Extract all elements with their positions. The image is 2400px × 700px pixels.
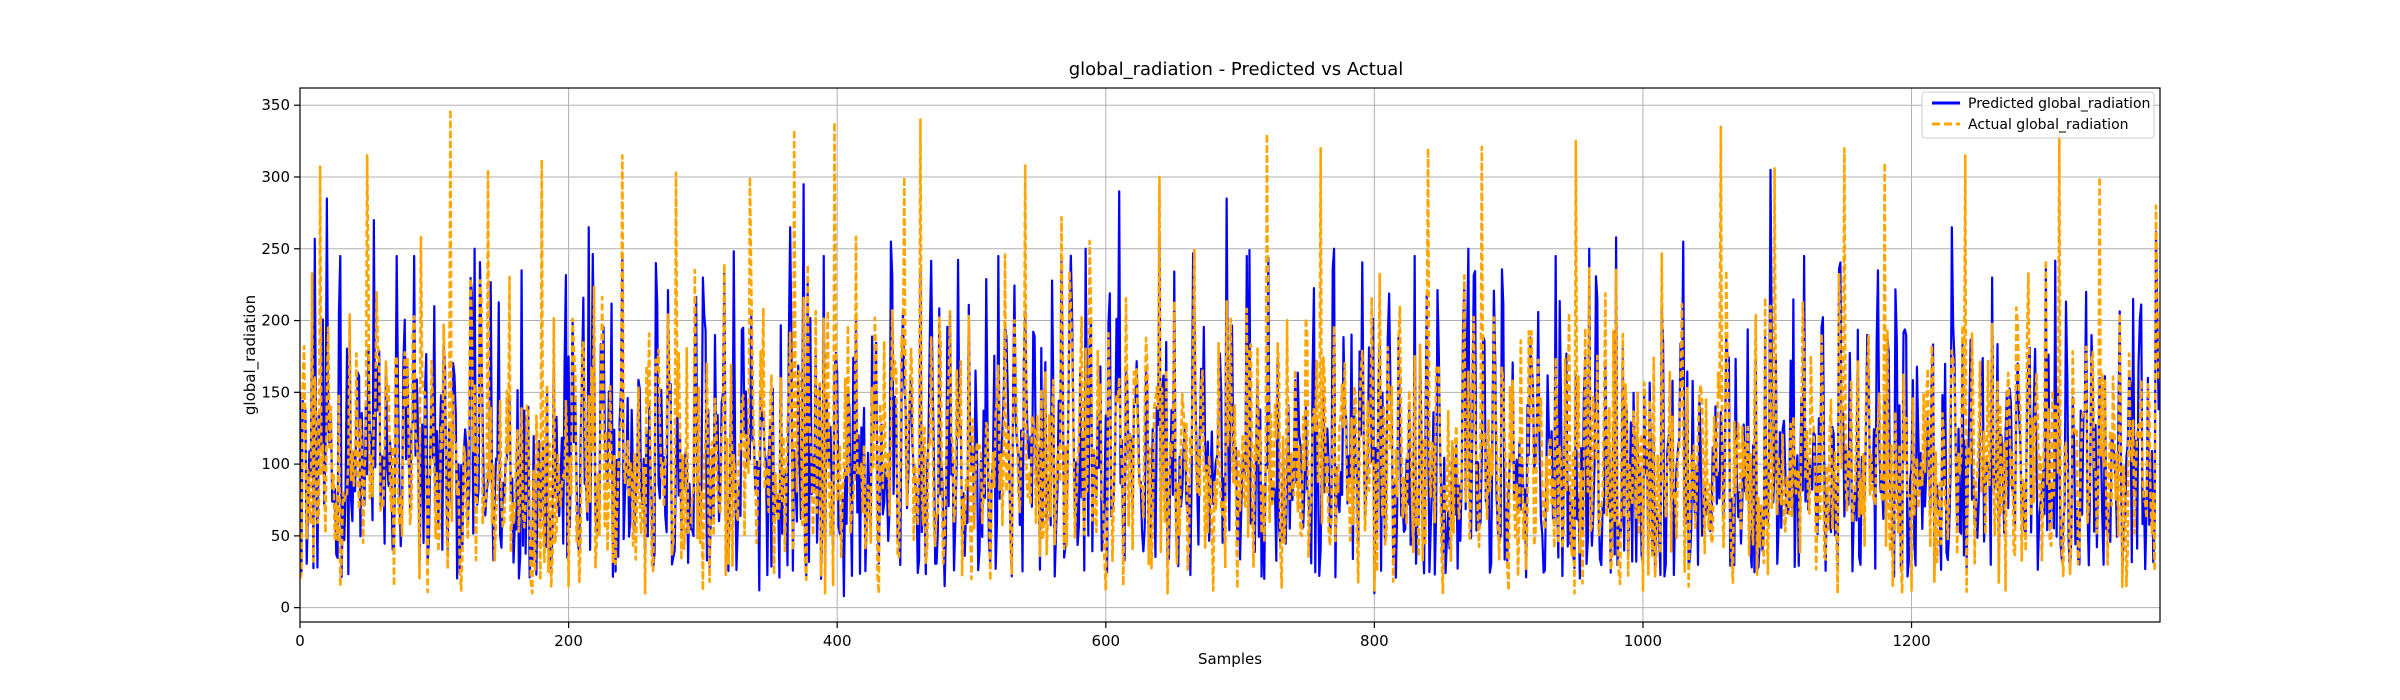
x-tick-label: 800 xyxy=(1360,632,1389,650)
legend-box xyxy=(1921,91,2155,139)
x-tick-label: 1200 xyxy=(1892,632,1930,650)
x-tick-label: 600 xyxy=(1091,632,1120,650)
y-tick-label: 150 xyxy=(261,383,290,401)
y-tick-label: 200 xyxy=(261,312,290,330)
y-tick-label: 250 xyxy=(261,240,290,258)
legend-label-actual: Actual global_radiation xyxy=(1968,117,2129,133)
axis-ticks: 0 200 400 600 800 1000 1200 0 50 100 150 200 250 300 3… xyxy=(261,96,1930,650)
x-tick-label: 200 xyxy=(554,632,583,650)
series-layer xyxy=(300,108,2160,598)
y-tick-label: 50 xyxy=(271,527,290,545)
legend: Predicted global_radiation Actual global… xyxy=(1921,91,2155,139)
y-tick-label: 0 xyxy=(280,599,290,617)
series-line-actual xyxy=(300,108,2160,595)
y-tick-label: 300 xyxy=(261,168,290,186)
x-tick-label: 1000 xyxy=(1624,632,1662,650)
y-tick-label: 100 xyxy=(261,455,290,473)
chart-title: global_radiation - Predicted vs Actual xyxy=(1069,59,1404,80)
legend-label-predicted: Predicted global_radiation xyxy=(1968,96,2150,112)
x-tick-label: 400 xyxy=(823,632,852,650)
x-axis-label: Samples xyxy=(1198,650,1262,668)
plot-frame xyxy=(299,87,2161,623)
y-tick-label: 350 xyxy=(261,96,290,114)
x-tick-label: 0 xyxy=(295,632,305,650)
y-axis-label: global_radiation xyxy=(241,295,260,415)
